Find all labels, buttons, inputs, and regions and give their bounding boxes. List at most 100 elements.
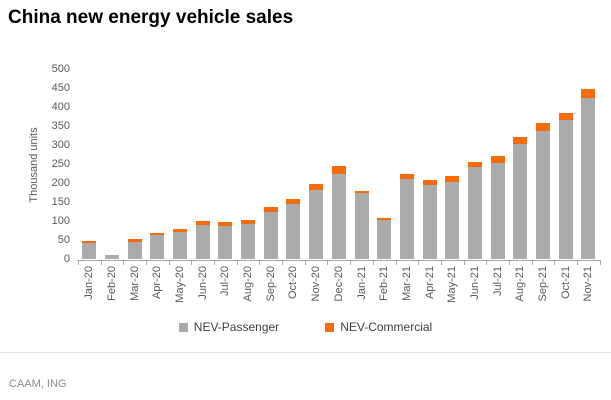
x-axis-tick: [191, 260, 193, 265]
bar-segment-nev-commercial: [445, 176, 460, 182]
x-category-label: Sep-20: [264, 266, 277, 302]
bar-segment-nev-commercial: [467, 161, 482, 168]
legend-label-commercial: NEV-Commercial: [340, 320, 433, 334]
y-tick-label: 150: [51, 196, 70, 208]
x-category-label: Apr-20: [151, 266, 164, 300]
x-category-label: Jul-20: [219, 266, 232, 296]
x-axis-tick: [214, 260, 216, 265]
y-tick-label: 450: [51, 82, 70, 94]
x-category-label: Aug-21: [514, 266, 527, 302]
x-category-label: Oct-20: [287, 266, 300, 300]
x-axis-tick: [123, 260, 125, 265]
x-category-label: Jan-20: [83, 266, 96, 300]
bar-segment-nev-passenger: [309, 190, 324, 260]
legend-swatch-passenger-icon: [178, 322, 188, 332]
bar-segment-nev-commercial: [218, 221, 233, 226]
x-axis-tick: [463, 260, 465, 265]
source-label: CAAM, ING: [9, 378, 67, 390]
bar-segment-nev-commercial: [309, 183, 324, 191]
bar-segment-nev-passenger: [445, 181, 460, 260]
legend-item-commercial: NEV-Commercial: [325, 320, 432, 334]
x-axis-tick: [576, 260, 578, 265]
bar-segment-nev-commercial: [354, 191, 369, 194]
x-axis-tick: [146, 260, 148, 265]
x-axis-tick: [599, 260, 601, 265]
x-axis-tick: [168, 260, 170, 265]
bar-segment-nev-commercial: [399, 173, 414, 179]
x-category-label: Jan-21: [355, 266, 368, 300]
x-axis-tick: [100, 260, 102, 265]
y-tick-label: 50: [57, 234, 70, 246]
x-axis-tick: [486, 260, 488, 265]
bar-segment-nev-passenger: [263, 212, 278, 260]
y-tick-label: 350: [51, 120, 70, 132]
bar-segment-nev-commercial: [422, 180, 437, 186]
x-axis-tick: [304, 260, 306, 265]
bar-segment-nev-commercial: [581, 88, 596, 98]
x-category-label: Jul-21: [491, 266, 504, 296]
bar-segment-nev-passenger: [195, 224, 210, 260]
bar-segment-nev-passenger: [422, 185, 437, 260]
x-axis-tick: [350, 260, 352, 265]
bar-segment-nev-commercial: [82, 240, 97, 243]
legend-label-passenger: NEV-Passenger: [193, 320, 280, 334]
x-axis-tick: [418, 260, 420, 265]
x-axis-tick: [78, 260, 79, 265]
x-category-label: Mar-20: [128, 266, 141, 301]
legend-item-passenger: NEV-Passenger: [178, 320, 280, 334]
x-category-label: Apr-21: [423, 266, 436, 300]
y-tick-label: 400: [51, 101, 70, 113]
bar-segment-nev-commercial: [127, 239, 142, 242]
x-category-label: Nov-20: [310, 266, 323, 302]
bar-segment-nev-commercial: [490, 156, 505, 163]
x-category-label: Dec-20: [332, 266, 345, 302]
bar-segment-nev-passenger: [150, 235, 165, 260]
bar-segment-nev-passenger: [513, 143, 528, 260]
y-tick-label: 250: [51, 158, 70, 170]
legend: NEV-Passenger NEV-Commercial: [0, 320, 611, 334]
bar-segment-nev-commercial: [535, 123, 550, 132]
bar-segment-nev-commercial: [195, 220, 210, 225]
bar-segment-nev-commercial: [263, 207, 278, 213]
bar-segment-nev-commercial: [173, 229, 188, 232]
bar-segment-nev-passenger: [558, 120, 573, 260]
x-axis-tick: [395, 260, 397, 265]
bar-segment-nev-passenger: [105, 254, 120, 260]
x-category-label: Oct-21: [559, 266, 572, 300]
x-axis-tick: [531, 260, 533, 265]
bar-segment-nev-passenger: [127, 241, 142, 260]
y-tick-label: 100: [51, 215, 70, 227]
x-category-label: Sep-21: [536, 266, 549, 302]
x-category-label: May-21: [446, 266, 459, 303]
x-axis-tick: [440, 260, 442, 265]
x-category-label: Nov-21: [582, 266, 595, 302]
x-category-label: Feb-21: [378, 266, 391, 301]
legend-swatch-commercial-icon: [325, 322, 335, 332]
x-category-label: Jun-21: [468, 266, 481, 300]
y-tick-label: 200: [51, 177, 70, 189]
bar-segment-nev-passenger: [286, 204, 301, 260]
bar-segment-nev-commercial: [150, 232, 165, 236]
x-axis-tick: [554, 260, 556, 265]
y-tick-label: 300: [51, 139, 70, 151]
bar-segment-nev-passenger: [82, 242, 97, 260]
chart-title: China new energy vehicle sales: [8, 7, 294, 28]
bar-segment-nev-passenger: [173, 231, 188, 260]
bar-segment-nev-passenger: [218, 225, 233, 260]
x-category-label: May-20: [174, 266, 187, 303]
bar-segment-nev-commercial: [558, 113, 573, 121]
x-axis-tick: [259, 260, 261, 265]
x-category-label: Feb-20: [106, 266, 119, 301]
bar-segment-nev-passenger: [241, 224, 256, 260]
x-category-label: Aug-20: [242, 266, 255, 302]
bar-segment-nev-passenger: [331, 174, 346, 260]
bar-segment-nev-passenger: [467, 167, 482, 260]
bar-segment-nev-commercial: [377, 217, 392, 220]
bar-segment-nev-passenger: [490, 162, 505, 260]
y-tick-label: 0: [63, 253, 70, 265]
bar-segment-nev-passenger: [581, 97, 596, 260]
bar-segment-nev-commercial: [513, 136, 528, 144]
y-tick-label: 500: [51, 63, 70, 75]
bar-segment-nev-commercial: [241, 220, 256, 225]
